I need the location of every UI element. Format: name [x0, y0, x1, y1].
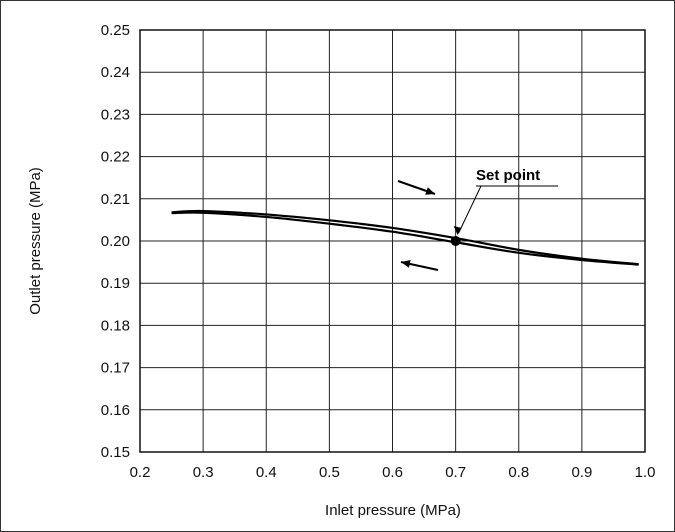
- set-point-marker: [450, 236, 461, 246]
- x-tick-label: 1.0: [635, 464, 656, 481]
- y-tick-label: 0.20: [101, 233, 130, 250]
- x-tick-label: 0.6: [382, 464, 403, 481]
- x-tick-label: 0.7: [445, 464, 466, 481]
- increasing-arrow-head: [425, 187, 435, 195]
- y-tick-label: 0.23: [101, 106, 130, 123]
- series-line-decreasing: [171, 211, 639, 266]
- x-tick-label: 0.4: [256, 464, 277, 481]
- set-point-leader-head: [453, 226, 462, 235]
- x-tick-label: 0.5: [319, 464, 340, 481]
- series-line-increasing: [171, 209, 639, 266]
- y-axis-label: Outlet pressure (MPa): [27, 167, 44, 315]
- y-tick-label: 0.24: [101, 64, 130, 81]
- plot-area-border: [139, 29, 646, 453]
- direction-arrows: [397, 180, 439, 271]
- y-tick-label: 0.21: [101, 191, 130, 208]
- annotations: Set point: [450, 167, 558, 246]
- grid: [139, 29, 646, 453]
- set-point-label: Set point: [476, 167, 540, 184]
- decreasing-arrow-head: [401, 259, 411, 268]
- tick-labels: 0.2 0.3 0.4 0.5 0.6 0.7 0.8 0.9 1.0 0.15 0.16 0.17 0…: [101, 22, 656, 481]
- y-tick-label: 0.25: [101, 22, 130, 39]
- x-tick-label: 0.3: [193, 464, 214, 481]
- x-tick-label: 0.8: [508, 464, 529, 481]
- y-tick-label: 0.16: [101, 402, 130, 419]
- series-lines: [171, 209, 639, 266]
- set-point-leader: [458, 185, 482, 234]
- y-tick-label: 0.19: [101, 275, 130, 292]
- x-tick-label: 0.2: [130, 464, 151, 481]
- x-tick-label: 0.9: [571, 464, 592, 481]
- y-tick-label: 0.18: [101, 317, 130, 334]
- y-tick-label: 0.22: [101, 149, 130, 166]
- y-tick-label: 0.17: [101, 360, 130, 377]
- x-axis-label: Inlet pressure (MPa): [325, 502, 461, 519]
- y-tick-label: 0.15: [101, 444, 130, 461]
